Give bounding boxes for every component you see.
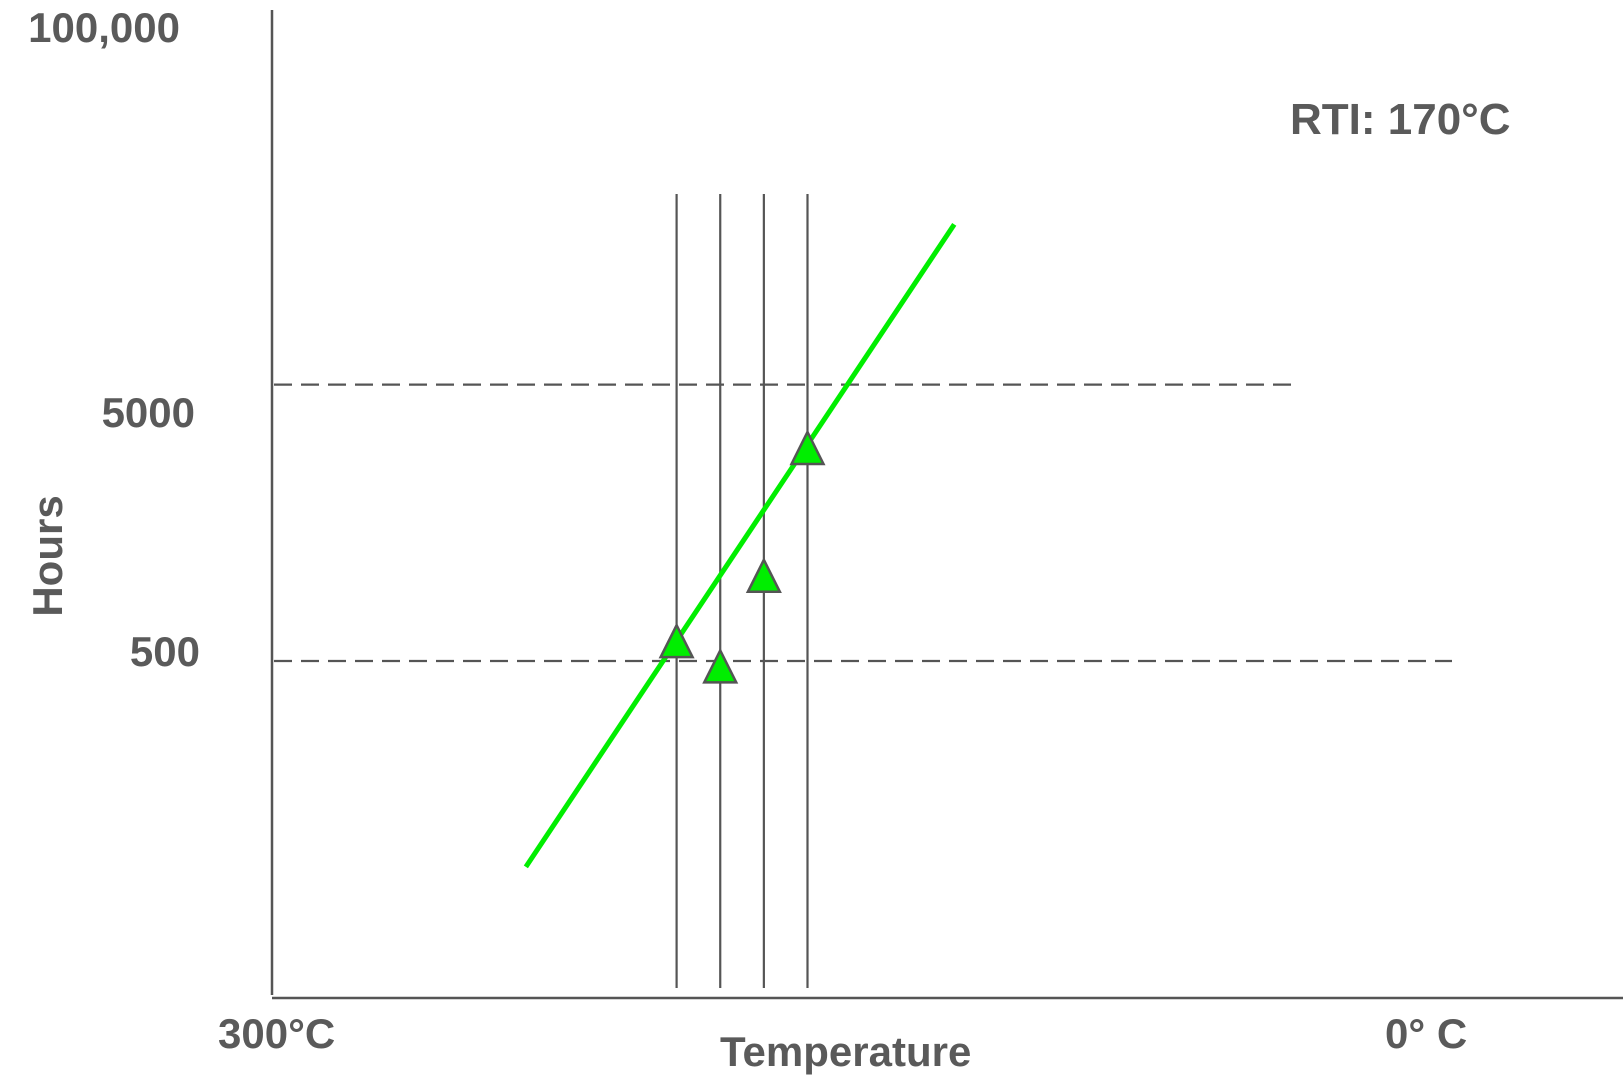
x-tick-label-0c: 0° C xyxy=(1385,1010,1467,1057)
y-tick-label-100000: 100,000 xyxy=(28,4,180,51)
y-tick-label-5000: 5000 xyxy=(102,389,195,436)
data-point-4 xyxy=(789,429,826,466)
temperature-drop-lines xyxy=(675,194,809,988)
x-tick-label-300c: 300°C xyxy=(218,1010,335,1057)
y-tick-label-500: 500 xyxy=(130,628,200,675)
y-axis-title: Hours xyxy=(24,495,71,616)
data-point-2 xyxy=(702,647,739,684)
x-axis-title: Temperature xyxy=(720,1028,971,1075)
data-point-3 xyxy=(745,557,782,594)
trend-layer xyxy=(523,222,957,869)
reference-lines xyxy=(274,383,1452,663)
rti-annotation: RTI: 170°C xyxy=(1290,95,1511,144)
trend-line xyxy=(523,222,957,869)
data-point-1 xyxy=(658,622,695,659)
points-layer xyxy=(658,429,826,684)
